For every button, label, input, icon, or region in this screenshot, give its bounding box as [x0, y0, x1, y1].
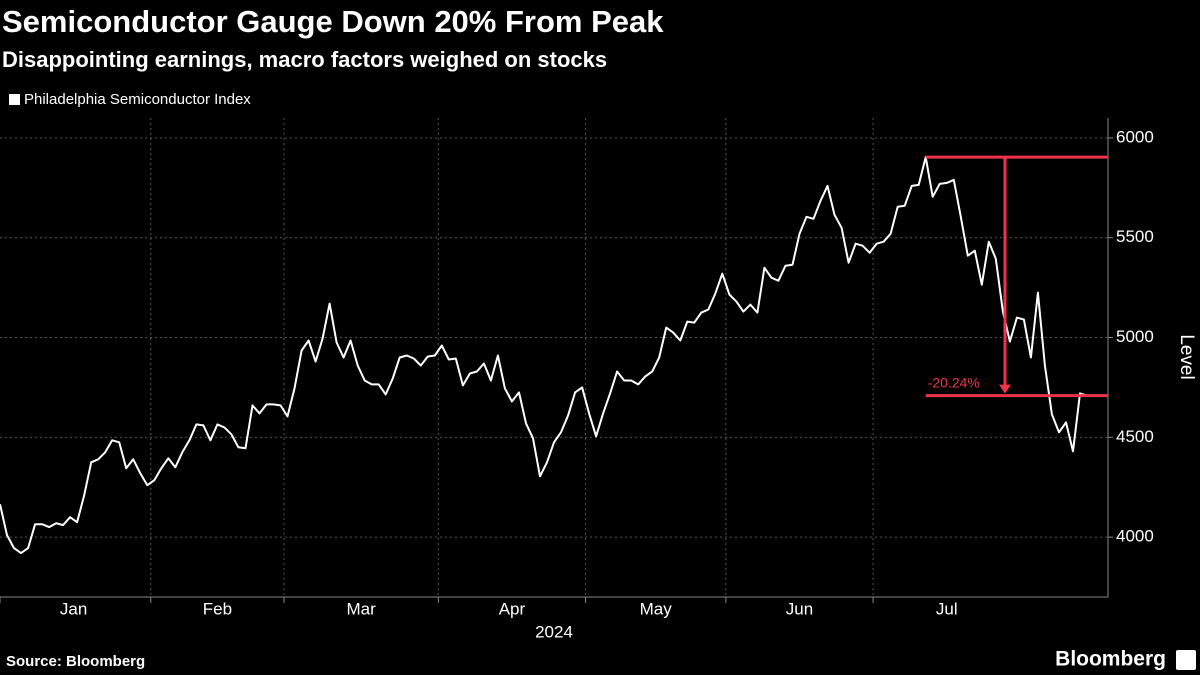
y-tick-label: 4500	[1116, 427, 1154, 446]
annotation-label: -20.24%	[928, 374, 980, 390]
legend-swatch	[9, 94, 20, 105]
y-tick-label: 5000	[1116, 327, 1154, 346]
chart-title: Semiconductor Gauge Down 20% From Peak	[2, 4, 664, 39]
source: Source: Bloomberg	[6, 653, 145, 670]
x-tick-label: Mar	[347, 599, 377, 618]
line-series	[0, 156, 1088, 555]
x-tick-label: Jan	[60, 599, 87, 618]
y-tick-label: 6000	[1116, 127, 1154, 146]
x-tick-label: Apr	[499, 599, 526, 618]
legend-label: Philadelphia Semiconductor Index	[24, 91, 251, 108]
y-tick-label: 5500	[1116, 227, 1154, 246]
brand-logo: Bloomberg	[1055, 648, 1166, 671]
x-tick-label: Jun	[786, 599, 813, 618]
x-tick-label: Jul	[936, 599, 958, 618]
brand-icon	[1176, 650, 1196, 670]
y-tick-label: 4000	[1116, 527, 1154, 546]
annotation-arrowhead	[999, 384, 1011, 394]
x-tick-label: May	[640, 599, 673, 618]
x-axis-label: 2024	[535, 622, 573, 641]
x-tick-label: Feb	[203, 599, 232, 618]
chart-subtitle: Disappointing earnings, macro factors we…	[2, 47, 607, 72]
y-axis-label: Level	[1176, 334, 1197, 379]
